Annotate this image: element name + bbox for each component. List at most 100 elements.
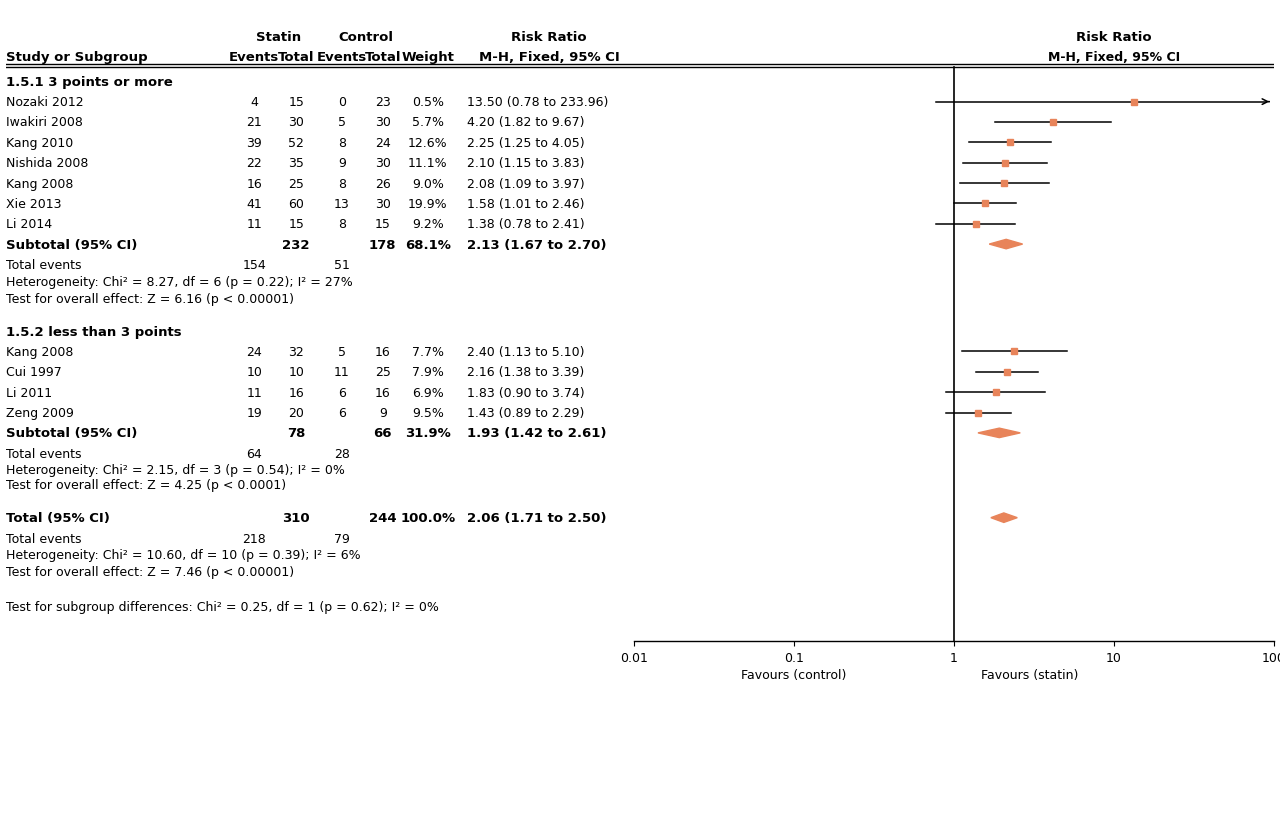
Text: 19.9%: 19.9% [408,197,448,210]
Text: 23: 23 [375,96,390,109]
Text: Total (95% CI): Total (95% CI) [6,512,110,524]
Text: 39: 39 [246,137,262,150]
Text: Heterogeneity: Chi² = 8.27, df = 6 (p = 0.22); I² = 27%: Heterogeneity: Chi² = 8.27, df = 6 (p = … [6,275,353,288]
Polygon shape [989,240,1023,250]
Text: 16: 16 [288,387,305,399]
Text: 30: 30 [375,197,390,210]
Text: 20: 20 [288,406,305,419]
Text: 52: 52 [288,137,305,150]
Text: 15: 15 [288,96,305,109]
Text: 6: 6 [338,387,346,399]
Text: Li 2014: Li 2014 [6,218,52,231]
Text: Events: Events [317,51,367,64]
Text: Heterogeneity: Chi² = 2.15, df = 3 (p = 0.54); I² = 0%: Heterogeneity: Chi² = 2.15, df = 3 (p = … [6,463,346,476]
Text: Weight: Weight [402,51,454,64]
Text: Xie 2013: Xie 2013 [6,197,61,210]
Text: Li 2011: Li 2011 [6,387,52,399]
Text: 68.1%: 68.1% [404,238,451,251]
Text: 16: 16 [375,387,390,399]
Text: Total events: Total events [6,532,82,545]
Text: 30: 30 [375,157,390,170]
Text: Nozaki 2012: Nozaki 2012 [6,96,84,109]
Text: 2.08 (1.09 to 3.97): 2.08 (1.09 to 3.97) [467,177,585,190]
Text: 66: 66 [374,427,392,440]
Text: 178: 178 [369,238,397,251]
Text: 8: 8 [338,218,346,231]
Text: 8: 8 [338,137,346,150]
Text: 24: 24 [246,346,262,359]
Text: 15: 15 [375,218,390,231]
Text: Events: Events [229,51,279,64]
Text: Total events: Total events [6,447,82,460]
Text: 19: 19 [246,406,262,419]
Text: 41: 41 [246,197,262,210]
Text: 1.5.1 3 points or more: 1.5.1 3 points or more [6,75,173,88]
Text: 25: 25 [375,366,390,379]
Text: 4: 4 [250,96,259,109]
Text: Study or Subgroup: Study or Subgroup [6,51,148,64]
Text: 24: 24 [375,137,390,150]
Text: Iwakiri 2008: Iwakiri 2008 [6,116,83,129]
Text: 30: 30 [375,116,390,129]
Text: Kang 2010: Kang 2010 [6,137,74,150]
Text: 6.9%: 6.9% [412,387,444,399]
Text: 1.43 (0.89 to 2.29): 1.43 (0.89 to 2.29) [467,406,585,419]
Text: 13.50 (0.78 to 233.96): 13.50 (0.78 to 233.96) [467,96,609,109]
Text: 5: 5 [338,346,346,359]
Text: 2.25 (1.25 to 4.05): 2.25 (1.25 to 4.05) [467,137,585,150]
Text: Zeng 2009: Zeng 2009 [6,406,74,419]
Text: Kang 2008: Kang 2008 [6,177,74,190]
Text: 21: 21 [246,116,262,129]
Text: 79: 79 [334,532,349,545]
Text: 0: 0 [338,96,346,109]
Text: 1.5.2 less than 3 points: 1.5.2 less than 3 points [6,325,182,338]
Text: 10: 10 [246,366,262,379]
Text: 22: 22 [246,157,262,170]
Text: Risk Ratio: Risk Ratio [511,30,586,43]
Text: 9.5%: 9.5% [412,406,444,419]
Text: 9: 9 [338,157,346,170]
Text: 7.7%: 7.7% [412,346,444,359]
Text: 16: 16 [375,346,390,359]
Text: 64: 64 [246,447,262,460]
Text: M-H, Fixed, 95% CI: M-H, Fixed, 95% CI [479,51,620,64]
Text: Kang 2008: Kang 2008 [6,346,74,359]
Text: 26: 26 [375,177,390,190]
Text: Risk Ratio: Risk Ratio [1075,30,1152,43]
Text: Cui 1997: Cui 1997 [6,366,63,379]
Text: 10: 10 [288,366,305,379]
Text: 8: 8 [338,177,346,190]
Text: Total: Total [278,51,315,64]
Text: 25: 25 [288,177,305,190]
Text: Statin: Statin [256,30,301,43]
Text: 2.40 (1.13 to 5.10): 2.40 (1.13 to 5.10) [467,346,585,359]
Text: 11: 11 [246,387,262,399]
Text: 7.9%: 7.9% [412,366,444,379]
Text: 9.2%: 9.2% [412,218,444,231]
Text: Control: Control [338,30,393,43]
Text: 11: 11 [246,218,262,231]
Text: 1.58 (1.01 to 2.46): 1.58 (1.01 to 2.46) [467,197,585,210]
Text: 31.9%: 31.9% [404,427,451,440]
Text: 0.5%: 0.5% [412,96,444,109]
Polygon shape [978,428,1020,438]
Text: 2.16 (1.38 to 3.39): 2.16 (1.38 to 3.39) [467,366,585,379]
Text: 1.83 (0.90 to 3.74): 1.83 (0.90 to 3.74) [467,387,585,399]
Text: 5.7%: 5.7% [412,116,444,129]
Text: 28: 28 [334,447,349,460]
Text: Total: Total [365,51,401,64]
Text: 154: 154 [242,259,266,272]
Text: 12.6%: 12.6% [408,137,448,150]
Text: 35: 35 [288,157,305,170]
Text: 310: 310 [283,512,310,524]
Text: 9.0%: 9.0% [412,177,444,190]
Text: Subtotal (95% CI): Subtotal (95% CI) [6,238,138,251]
Text: 30: 30 [288,116,305,129]
Text: Subtotal (95% CI): Subtotal (95% CI) [6,427,138,440]
Text: 100.0%: 100.0% [401,512,456,524]
Text: 16: 16 [246,177,262,190]
Text: Favours (control): Favours (control) [741,668,846,681]
Text: 78: 78 [287,427,306,440]
Text: 9: 9 [379,406,387,419]
Text: M-H, Fixed, 95% CI: M-H, Fixed, 95% CI [1047,51,1180,64]
